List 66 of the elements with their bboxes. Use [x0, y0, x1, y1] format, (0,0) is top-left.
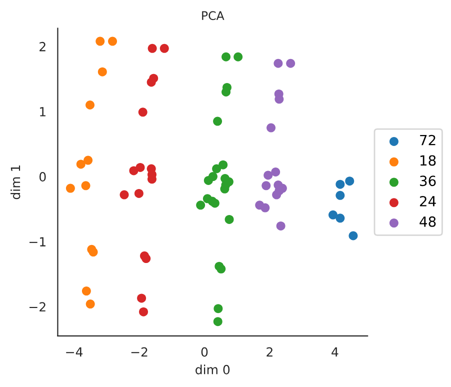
point — [266, 123, 276, 132]
chart-title: PCA — [202, 11, 224, 20]
x-tick-label: 2 — [266, 347, 272, 357]
x-axis-title: dim 0 — [196, 364, 230, 374]
point — [345, 176, 354, 186]
y-tick-label: −2 — [30, 302, 46, 312]
x-tick-label: −2 — [131, 347, 148, 357]
x-tick-label: 4 — [332, 347, 338, 357]
point — [88, 248, 98, 257]
point — [137, 294, 146, 303]
point — [260, 203, 270, 212]
point — [76, 160, 86, 169]
point — [81, 181, 90, 190]
x-tick-label: 0 — [201, 347, 208, 357]
point — [213, 116, 222, 126]
point — [98, 67, 107, 76]
x-tick-label: −4 — [66, 347, 83, 357]
point — [224, 214, 234, 224]
point — [274, 58, 283, 68]
point — [286, 58, 296, 68]
point — [272, 190, 282, 200]
point — [336, 214, 345, 223]
point — [108, 36, 118, 46]
point — [86, 100, 95, 110]
point — [214, 304, 223, 314]
point — [148, 44, 157, 53]
point — [234, 52, 243, 62]
point — [222, 52, 231, 62]
legend-label: 18 — [420, 155, 436, 166]
point — [204, 176, 213, 185]
legend-label: 36 — [420, 176, 436, 186]
point — [328, 210, 338, 220]
point — [212, 164, 222, 174]
point — [276, 221, 286, 230]
point — [96, 36, 105, 46]
point — [336, 180, 345, 189]
point — [196, 200, 206, 210]
point — [138, 108, 148, 117]
point — [82, 286, 91, 296]
point — [210, 198, 220, 208]
point — [218, 160, 228, 170]
y-tick-label: 0 — [39, 172, 46, 182]
point — [142, 254, 151, 264]
point — [336, 190, 345, 200]
y-tick-label: 1 — [40, 107, 46, 116]
legend-label: 48 — [420, 216, 436, 227]
y-tick-label: 2 — [40, 42, 46, 52]
y-axis-title: dim 1 — [10, 165, 20, 200]
point — [262, 181, 271, 190]
point — [136, 162, 145, 172]
point — [213, 317, 222, 326]
point — [120, 190, 129, 200]
point — [139, 307, 148, 316]
y-tick-label: −1 — [30, 237, 46, 246]
point — [264, 170, 273, 180]
point — [84, 156, 93, 165]
point — [146, 78, 156, 87]
legend-label: 24 — [420, 196, 436, 206]
point — [271, 168, 280, 176]
legend-label: 72 — [420, 134, 436, 146]
point — [86, 300, 95, 309]
point — [134, 188, 144, 198]
point — [160, 44, 169, 53]
point — [66, 184, 75, 193]
point — [216, 264, 226, 274]
point — [348, 231, 358, 240]
